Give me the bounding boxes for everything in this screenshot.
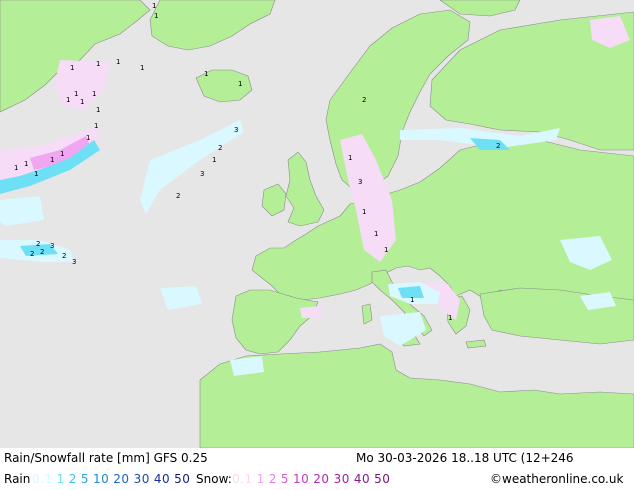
greenland-east-land [149, 0, 276, 51]
precip-value-label: 1 [362, 208, 366, 216]
precip-value-label: 1 [374, 230, 378, 238]
precip-value-label: 2 [496, 142, 500, 150]
precip-value-label: 1 [152, 2, 156, 10]
snow-area [54, 60, 110, 110]
rain-legend-scale: 0.1 1 2 5 10 20 30 40 50 [32, 472, 194, 486]
snow-legend-step: 2 [268, 472, 277, 486]
snow-area [300, 306, 322, 318]
rain-legend-label: Rain [4, 472, 31, 486]
rain-legend-step: 10 [93, 472, 110, 486]
snow-area [30, 136, 90, 170]
precip-value-label: 1 [34, 170, 38, 178]
snow-legend-step: 0.1 [232, 472, 253, 486]
rain-area [470, 138, 510, 150]
precip-value-label: 1 [50, 156, 54, 164]
snow-legend-step: 40 [353, 472, 371, 486]
product-title: Rain/Snowfall rate [mm] GFS 0.25 [4, 451, 208, 465]
valid-time: Mo 30-03-2026 18..18 UTC (12+246 [356, 451, 574, 465]
greenland-land [0, 0, 151, 113]
precip-value-label: 2 [362, 96, 366, 104]
precip-value-label: 1 [96, 106, 100, 114]
precip-value-label: 1 [384, 246, 388, 254]
snow-legend-step: 30 [333, 472, 350, 486]
rain-area [20, 244, 58, 256]
credit-link[interactable]: ©weatheronline.co.uk [490, 472, 624, 486]
rain-area [580, 292, 616, 310]
rain-area [560, 236, 612, 270]
rain-legend-step: 40 [153, 472, 171, 486]
iceland-land [195, 69, 253, 103]
snow-area [340, 134, 396, 262]
rain-area [230, 356, 264, 376]
precip-value-label: 1 [140, 64, 144, 72]
snow-legend-step: 20 [313, 472, 330, 486]
rain-area [160, 286, 202, 310]
precip-value-label: 3 [358, 178, 362, 186]
rain-area [380, 312, 426, 346]
snow-legend-scale: 0.1 1 2 5 10 20 30 40 50 [232, 472, 394, 486]
snow-legend-step: 50 [374, 472, 391, 486]
precip-value-label: 1 [204, 70, 208, 78]
precip-value-label: 3 [234, 126, 238, 134]
iberia-land [231, 289, 319, 355]
precip-value-label: 1 [92, 90, 96, 98]
rain-area [140, 120, 244, 214]
rain-legend-step: 30 [133, 472, 150, 486]
precip-value-label: 1 [154, 12, 158, 20]
rain-legend-step: 1 [56, 472, 65, 486]
precip-value-label: 1 [14, 164, 18, 172]
precip-value-label: 1 [94, 122, 98, 130]
rain-area [0, 140, 100, 194]
precip-value-label: 1 [70, 64, 74, 72]
precip-value-label: 1 [116, 58, 120, 66]
precip-value-label: 1 [238, 80, 242, 88]
arctic-island [439, 0, 521, 17]
snow-legend-step: 10 [293, 472, 310, 486]
precip-value-label: 1 [96, 60, 100, 68]
precip-value-label: 2 [40, 248, 44, 256]
precip-value-label: 1 [66, 96, 70, 104]
precip-value-label: 1 [212, 156, 216, 164]
precip-value-label: 1 [74, 90, 78, 98]
precip-value-label: 1 [24, 160, 28, 168]
snow-legend-step: 5 [280, 472, 290, 486]
precip-value-label: 1 [348, 154, 352, 162]
precip-value-label: 1 [80, 98, 84, 106]
snow-legend-step: 1 [256, 472, 265, 486]
precip-value-label: 1 [410, 296, 414, 304]
precip-value-label: 2 [218, 144, 222, 152]
snow-area [590, 16, 630, 48]
precip-value-label: 2 [62, 252, 66, 260]
precip-value-label: 3 [200, 170, 204, 178]
precip-value-label: 1 [60, 150, 64, 158]
precip-value-label: 3 [72, 258, 76, 266]
crete-land [465, 339, 487, 349]
precip-value-label: 2 [176, 192, 180, 200]
precip-value-label: 2 [30, 250, 34, 258]
rain-legend-step: 2 [68, 472, 77, 486]
north-africa-land [199, 343, 634, 448]
rain-legend-step: 5 [80, 472, 90, 486]
rain-area [398, 286, 424, 298]
precip-value-label: 3 [50, 242, 54, 250]
rain-legend-step: 50 [174, 472, 191, 486]
precip-value-label: 1 [448, 314, 452, 322]
rain-area [400, 128, 560, 148]
rain-legend-step: 0.1 [32, 472, 53, 486]
ireland-land [261, 183, 287, 217]
header-row: Rain/Snowfall rate [mm] GFS 0.25 Mo 30-0… [0, 448, 634, 469]
finland-russia-land [429, 11, 634, 151]
rain-legend-step: 20 [113, 472, 130, 486]
precip-value-label: 2 [36, 240, 40, 248]
rain-area [0, 196, 44, 226]
legend-row: Rain 0.1 1 2 5 10 20 30 40 50 Snow: 0.1 1 2 5 10 20 30… [0, 469, 634, 490]
snow-legend-label: Snow: [196, 472, 232, 486]
precip-value-label: 1 [86, 134, 90, 142]
sardinia-land [361, 303, 373, 325]
